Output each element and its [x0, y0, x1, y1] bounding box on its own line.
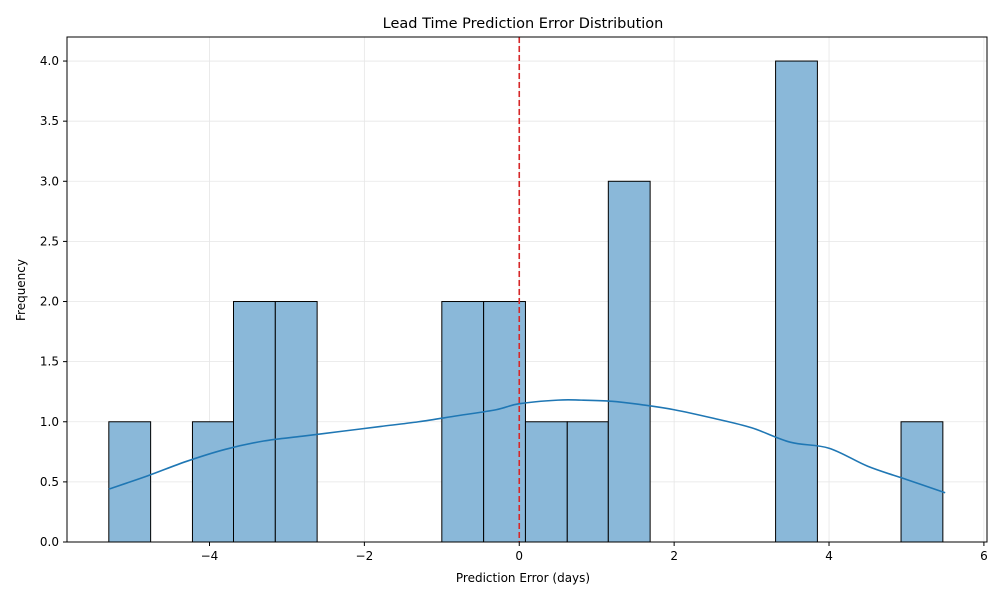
x-tick-label: −4 — [201, 549, 219, 563]
y-tick-label: 3.5 — [40, 114, 59, 128]
histogram-bar — [274, 301, 318, 543]
histogram-bar — [607, 180, 651, 543]
histogram-bar — [524, 421, 568, 543]
kde-curve — [108, 399, 946, 494]
histogram-bar — [775, 60, 818, 543]
x-axis-ticks: −4 −2 0 2 4 6 — [201, 542, 988, 563]
histogram-bar — [191, 421, 234, 543]
grid-lines — [67, 37, 987, 543]
x-tick-label: −2 — [356, 549, 374, 563]
histogram-bar — [232, 301, 276, 543]
y-tick-label: 3.0 — [40, 174, 59, 188]
x-tick-label: 0 — [515, 549, 523, 563]
histogram-bars — [108, 60, 944, 543]
histogram-bar — [441, 301, 485, 543]
histogram-bar — [566, 421, 609, 543]
y-tick-label: 0.5 — [40, 475, 59, 489]
x-tick-label: 2 — [670, 549, 678, 563]
y-tick-label: 2.0 — [40, 295, 59, 309]
y-tick-label: 0.0 — [40, 535, 59, 549]
y-tick-label: 4.0 — [40, 54, 59, 68]
y-tick-label: 1.5 — [40, 355, 59, 369]
y-axis-title: Frequency — [14, 259, 28, 321]
chart-title: Lead Time Prediction Error Distribution — [383, 16, 664, 32]
x-tick-label: 4 — [825, 549, 833, 563]
x-axis-title: Prediction Error (days) — [456, 571, 590, 585]
histogram-bar — [900, 421, 944, 543]
y-tick-label: 2.5 — [40, 234, 59, 248]
y-axis-ticks: 0.0 0.5 1.0 1.5 2.0 2.5 3.0 3.5 4.0 — [40, 54, 67, 549]
plot-frame — [66, 36, 988, 543]
y-tick-label: 1.0 — [40, 415, 59, 429]
x-tick-label: 6 — [980, 549, 988, 563]
